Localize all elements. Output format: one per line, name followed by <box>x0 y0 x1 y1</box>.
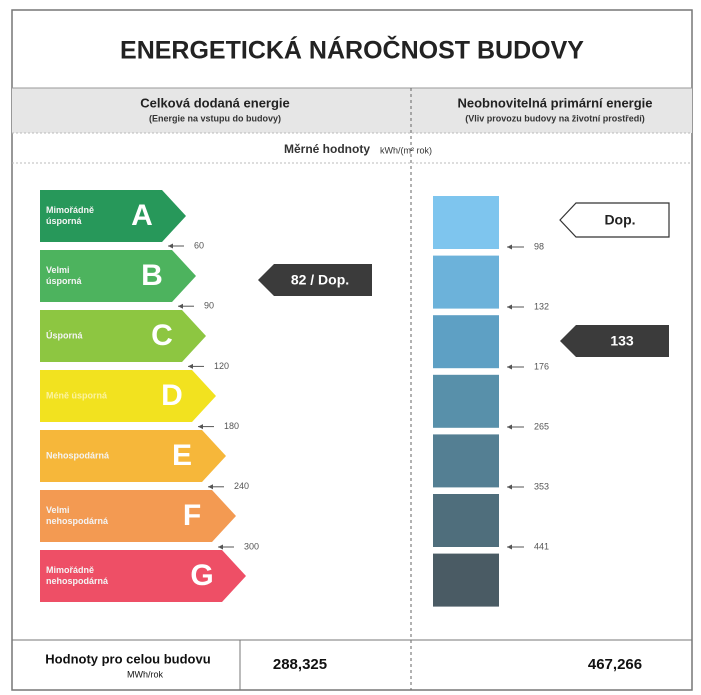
threshold-arrowhead <box>507 244 512 250</box>
threshold-arrowhead <box>168 243 173 249</box>
class-label: Úsporná <box>46 329 84 340</box>
indicator-label: 82 / Dop. <box>291 272 349 288</box>
class-arrow <box>40 190 186 242</box>
primary-energy-bar <box>433 434 499 488</box>
class-label: nehospodárná <box>46 576 109 586</box>
threshold-label: 180 <box>224 421 239 431</box>
indicator <box>560 325 669 357</box>
threshold-label: 120 <box>214 361 229 371</box>
indicator-label: Dop. <box>604 212 635 228</box>
class-letter: E <box>172 439 192 472</box>
threshold-label: 98 <box>534 241 544 251</box>
right-header-subtitle: (Vliv provozu budovy na životní prostřed… <box>465 113 645 123</box>
footer-label: Hodnoty pro celou budovu <box>45 651 210 666</box>
threshold-label: 265 <box>534 421 549 431</box>
class-letter: A <box>131 199 153 232</box>
indicator <box>559 202 670 238</box>
indicator <box>258 264 372 296</box>
primary-energy-bar <box>433 196 499 249</box>
class-label: Velmi <box>46 505 70 515</box>
class-label: Velmi <box>46 265 70 275</box>
threshold-arrowhead <box>507 304 512 310</box>
indicator-label: 133 <box>610 333 634 349</box>
class-label: Mimořádně <box>46 565 94 575</box>
primary-energy-bar <box>433 553 499 607</box>
specific-unit: kWh/(m² rok) <box>380 145 432 155</box>
specific-label: Měrné hodnoty <box>284 142 370 156</box>
class-arrow <box>40 310 206 362</box>
threshold-arrowhead <box>507 364 512 370</box>
class-label: Mimořádně <box>46 205 94 215</box>
threshold-label: 240 <box>234 481 249 491</box>
primary-energy-bar <box>433 494 499 547</box>
footer-right-value: 467,266 <box>588 656 642 673</box>
class-arrow <box>40 250 196 302</box>
footer-unit: MWh/rok <box>127 669 164 679</box>
left-header-subtitle: (Energie na vstupu do budovy) <box>149 113 281 123</box>
threshold-arrowhead <box>178 303 183 309</box>
primary-energy-bar <box>433 315 499 369</box>
threshold-label: 60 <box>194 240 204 250</box>
threshold-label: 176 <box>534 361 549 371</box>
class-arrow <box>40 370 216 422</box>
threshold-arrowhead <box>208 484 213 490</box>
primary-energy-bar <box>433 255 499 309</box>
class-label: nehospodárná <box>46 516 109 526</box>
threshold-arrowhead <box>218 544 223 550</box>
primary-energy-bar <box>433 374 499 428</box>
class-label: úsporná <box>46 216 82 226</box>
footer-left-value: 288,325 <box>273 656 327 673</box>
class-letter: D <box>161 379 183 412</box>
right-header-title: Neobnovitelná primární energie <box>457 95 652 110</box>
class-letter: C <box>151 319 173 352</box>
threshold-arrowhead <box>507 484 512 490</box>
threshold-label: 300 <box>244 541 259 551</box>
class-label: Méně úsporná <box>46 390 108 400</box>
threshold-label: 90 <box>204 301 214 311</box>
threshold-label: 353 <box>534 481 549 491</box>
title: ENERGETICKÁ NÁROČNOST BUDOVY <box>120 35 584 65</box>
left-header-title: Celková dodaná energie <box>140 95 290 110</box>
threshold-arrowhead <box>198 424 203 430</box>
class-arrow <box>40 490 236 542</box>
class-label: úsporná <box>46 276 82 286</box>
header-band <box>12 88 692 133</box>
class-letter: G <box>190 559 213 592</box>
threshold-label: 441 <box>534 541 549 551</box>
class-arrow <box>40 430 226 482</box>
class-letter: B <box>141 259 163 292</box>
class-arrow <box>40 550 246 602</box>
class-letter: F <box>183 499 201 532</box>
threshold-label: 132 <box>534 301 549 311</box>
threshold-arrowhead <box>188 363 193 369</box>
threshold-arrowhead <box>507 424 512 430</box>
class-label: Nehospodárná <box>46 450 110 460</box>
threshold-arrowhead <box>507 544 512 550</box>
